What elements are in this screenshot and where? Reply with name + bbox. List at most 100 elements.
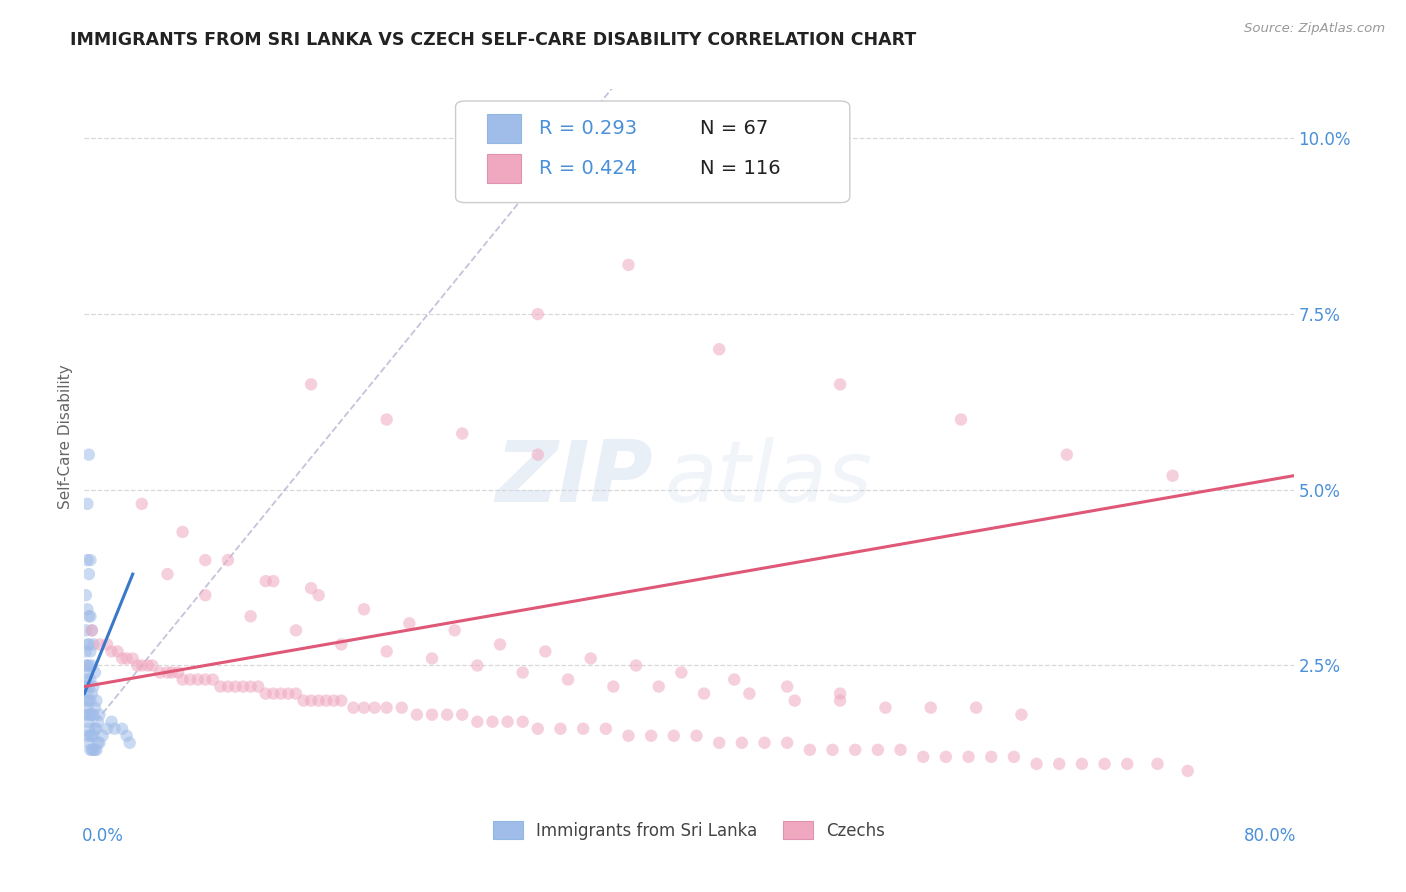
Point <box>285 624 308 638</box>
Point <box>107 644 129 658</box>
Point <box>75 658 97 673</box>
Point <box>443 624 465 638</box>
Point <box>299 693 322 707</box>
Point <box>131 658 153 673</box>
Point <box>247 680 270 694</box>
Point <box>209 680 232 694</box>
Point <box>738 687 761 701</box>
Point <box>980 749 1002 764</box>
Point <box>451 707 474 722</box>
Point <box>534 644 557 658</box>
Point <box>76 729 98 743</box>
Point <box>89 707 111 722</box>
Point <box>87 736 110 750</box>
Point <box>79 707 101 722</box>
Point <box>1011 707 1033 722</box>
Point <box>1025 756 1047 771</box>
Point <box>330 637 353 651</box>
Text: R = 0.293: R = 0.293 <box>538 119 637 137</box>
Point <box>217 553 239 567</box>
Point <box>640 729 662 743</box>
Point <box>77 693 100 707</box>
Point <box>156 665 179 680</box>
Point <box>79 644 101 658</box>
Point <box>285 687 308 701</box>
Point <box>262 574 284 589</box>
Point <box>308 588 330 602</box>
Point <box>141 658 163 673</box>
Point <box>776 736 799 750</box>
Point <box>76 687 98 701</box>
Point <box>75 693 97 707</box>
Point <box>481 714 503 729</box>
Point <box>363 700 385 714</box>
Point <box>84 722 107 736</box>
Text: Source: ZipAtlas.com: Source: ZipAtlas.com <box>1244 22 1385 36</box>
Point <box>254 687 277 701</box>
Point <box>579 651 602 665</box>
Point <box>80 624 103 638</box>
Text: 0.0%: 0.0% <box>82 827 124 845</box>
Point <box>75 588 97 602</box>
Point <box>299 581 322 595</box>
Point <box>179 673 201 687</box>
Point <box>436 707 458 722</box>
Point <box>935 749 957 764</box>
Point <box>111 722 134 736</box>
Point <box>75 680 97 694</box>
Point <box>375 412 398 426</box>
Point <box>292 693 315 707</box>
Point <box>844 743 866 757</box>
Point <box>225 680 247 694</box>
Point <box>420 651 443 665</box>
Point <box>115 651 138 665</box>
Point <box>353 602 375 616</box>
Point <box>75 707 97 722</box>
Point <box>420 707 443 722</box>
Point <box>100 644 122 658</box>
Point <box>82 729 104 743</box>
Point <box>685 729 707 743</box>
Point <box>194 673 217 687</box>
Point <box>617 729 640 743</box>
Point <box>79 729 101 743</box>
Point <box>527 722 550 736</box>
Point <box>77 448 100 462</box>
FancyBboxPatch shape <box>456 101 849 202</box>
Point <box>957 749 980 764</box>
Point <box>100 714 122 729</box>
Point <box>80 707 103 722</box>
Point <box>512 665 534 680</box>
FancyBboxPatch shape <box>486 154 520 184</box>
Point <box>89 736 111 750</box>
Point <box>239 680 262 694</box>
Point <box>76 714 98 729</box>
Point <box>950 412 973 426</box>
Point <box>79 693 101 707</box>
Point <box>149 665 172 680</box>
Text: ZIP: ZIP <box>495 437 652 520</box>
Point <box>1116 756 1139 771</box>
Point <box>86 743 108 757</box>
Point <box>172 524 194 539</box>
Point <box>104 722 127 736</box>
Point <box>89 637 111 651</box>
Point <box>77 736 100 750</box>
Point <box>76 673 98 687</box>
Point <box>254 574 277 589</box>
Point <box>624 658 647 673</box>
Point <box>96 637 118 651</box>
Point <box>595 722 617 736</box>
Text: 80.0%: 80.0% <box>1243 827 1296 845</box>
Point <box>84 743 107 757</box>
Point <box>299 377 322 392</box>
Point <box>75 665 97 680</box>
Point <box>82 637 104 651</box>
Point <box>693 687 716 701</box>
Point <box>91 729 114 743</box>
Point <box>80 658 103 673</box>
Point <box>79 743 101 757</box>
Point <box>87 714 110 729</box>
Point <box>80 687 103 701</box>
Point <box>496 714 519 729</box>
